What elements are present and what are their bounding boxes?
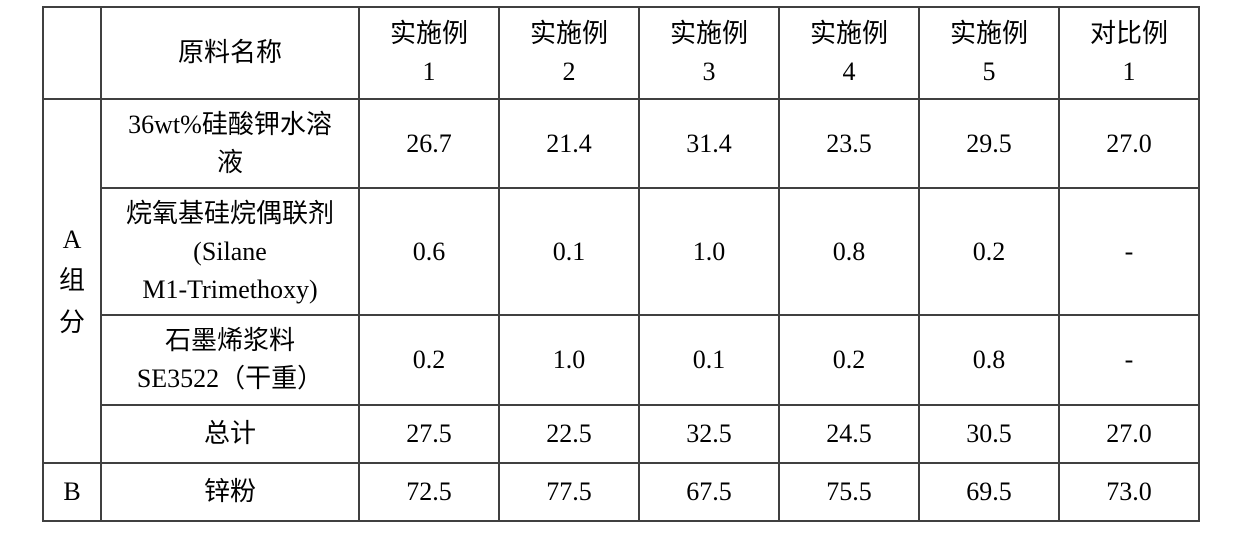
- cell: 73.0: [1059, 463, 1199, 521]
- cell: 23.5: [779, 99, 919, 188]
- cell: 32.5: [639, 405, 779, 463]
- header-col-2-l1: 实施例: [530, 19, 608, 48]
- cell: 29.5: [919, 99, 1059, 188]
- cell: 75.5: [779, 463, 919, 521]
- table-row: B 锌粉 72.5 77.5 67.5 75.5 69.5 73.0: [43, 463, 1199, 521]
- header-col-4: 实施例 4: [779, 7, 919, 99]
- header-row: 原料名称 实施例 1 实施例 2 实施例 3 实施例 4 实施例 5 对比例 1: [43, 7, 1199, 99]
- cell: 22.5: [499, 405, 639, 463]
- header-col-6: 对比例 1: [1059, 7, 1199, 99]
- material-name-2: 烷氧基硅烷偶联剂 (Silane M1-Trimethoxy): [101, 188, 359, 315]
- header-col-3-l1: 实施例: [670, 19, 748, 48]
- cell: 31.4: [639, 99, 779, 188]
- material-name-3-l1: 石墨烯浆料: [165, 326, 295, 355]
- header-col-5-l1: 实施例: [950, 19, 1028, 48]
- material-name-2-l3: M1-Trimethoxy): [142, 275, 317, 304]
- table-row: 烷氧基硅烷偶联剂 (Silane M1-Trimethoxy) 0.6 0.1 …: [43, 188, 1199, 315]
- material-name-b: 锌粉: [101, 463, 359, 521]
- cell: 26.7: [359, 99, 499, 188]
- material-name-2-l2: (Silane: [193, 237, 267, 266]
- header-col-5-l2: 5: [983, 57, 996, 86]
- cell: 0.8: [779, 188, 919, 315]
- group-a-label-1: A: [48, 219, 96, 261]
- group-a-label: A 组 分: [43, 99, 101, 463]
- table-row: 石墨烯浆料 SE3522（干重） 0.2 1.0 0.1 0.2 0.8 -: [43, 315, 1199, 404]
- cell: -: [1059, 315, 1199, 404]
- cell: 0.1: [639, 315, 779, 404]
- material-name-1-l1: 36wt%硅酸钾水溶: [128, 110, 332, 139]
- header-col-6-l1: 对比例: [1090, 19, 1168, 48]
- cell: 0.2: [779, 315, 919, 404]
- cell: -: [1059, 188, 1199, 315]
- header-col-4-l1: 实施例: [810, 19, 888, 48]
- material-name-3: 石墨烯浆料 SE3522（干重）: [101, 315, 359, 404]
- cell: 27.0: [1059, 99, 1199, 188]
- composition-table: 原料名称 实施例 1 实施例 2 实施例 3 实施例 4 实施例 5 对比例 1: [42, 6, 1200, 522]
- header-col-1-l2: 1: [423, 57, 436, 86]
- header-col-1: 实施例 1: [359, 7, 499, 99]
- header-col-1-l1: 实施例: [390, 19, 468, 48]
- header-col-4-l2: 4: [843, 57, 856, 86]
- cell: 67.5: [639, 463, 779, 521]
- cell: 30.5: [919, 405, 1059, 463]
- cell: 77.5: [499, 463, 639, 521]
- header-material-name: 原料名称: [101, 7, 359, 99]
- table-row: A 组 分 36wt%硅酸钾水溶 液 26.7 21.4 31.4 23.5 2…: [43, 99, 1199, 188]
- material-name-3-l2: SE3522（干重）: [137, 364, 323, 393]
- material-name-2-l1: 烷氧基硅烷偶联剂: [126, 199, 334, 228]
- cell: 0.2: [919, 188, 1059, 315]
- cell: 1.0: [499, 315, 639, 404]
- header-col-3: 实施例 3: [639, 7, 779, 99]
- cell: 72.5: [359, 463, 499, 521]
- header-col-2: 实施例 2: [499, 7, 639, 99]
- header-col-5: 实施例 5: [919, 7, 1059, 99]
- cell: 1.0: [639, 188, 779, 315]
- cell: 24.5: [779, 405, 919, 463]
- material-name-1: 36wt%硅酸钾水溶 液: [101, 99, 359, 188]
- cell: 27.0: [1059, 405, 1199, 463]
- header-blank: [43, 7, 101, 99]
- cell: 0.8: [919, 315, 1059, 404]
- material-name-total: 总计: [101, 405, 359, 463]
- cell: 69.5: [919, 463, 1059, 521]
- cell: 0.2: [359, 315, 499, 404]
- group-b-label: B: [43, 463, 101, 521]
- header-col-3-l2: 3: [703, 57, 716, 86]
- cell: 21.4: [499, 99, 639, 188]
- cell: 0.1: [499, 188, 639, 315]
- group-a-label-3: 分: [48, 302, 96, 344]
- cell: 27.5: [359, 405, 499, 463]
- group-a-label-2: 组: [48, 260, 96, 302]
- table-row-total: 总计 27.5 22.5 32.5 24.5 30.5 27.0: [43, 405, 1199, 463]
- header-col-6-l2: 1: [1123, 57, 1136, 86]
- header-col-2-l2: 2: [563, 57, 576, 86]
- cell: 0.6: [359, 188, 499, 315]
- material-name-1-l2: 液: [217, 148, 243, 177]
